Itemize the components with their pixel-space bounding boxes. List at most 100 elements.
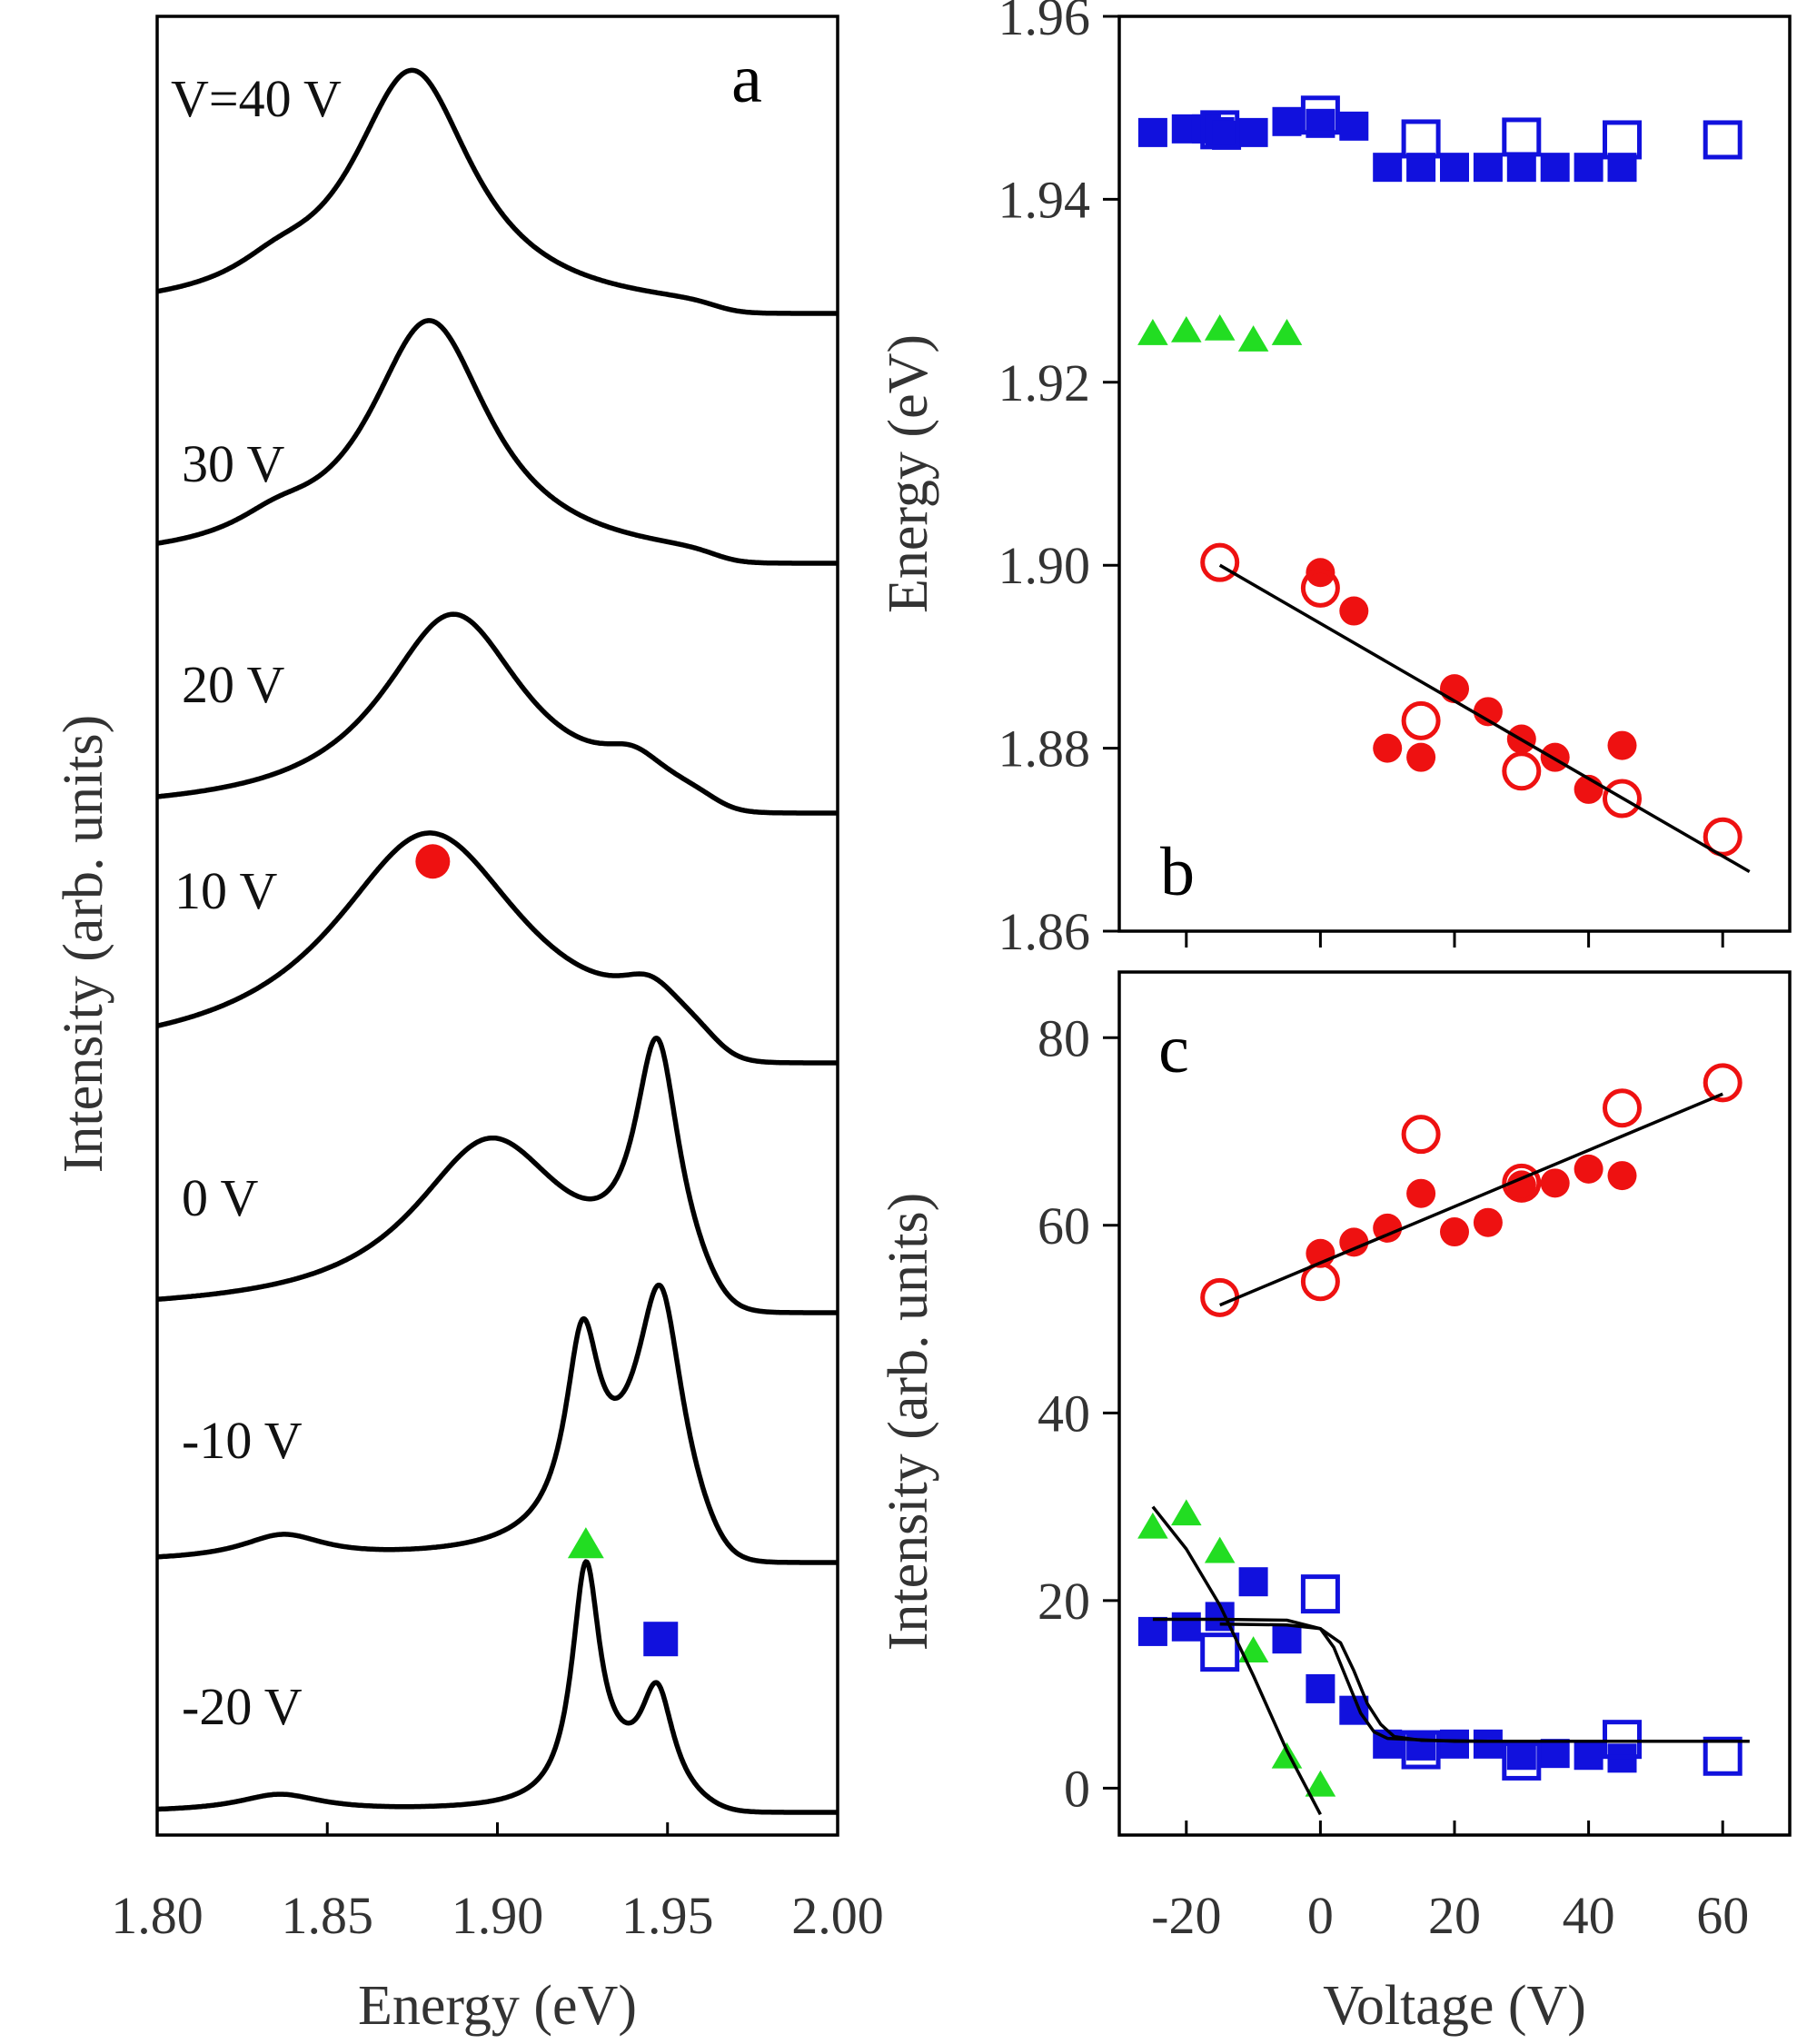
- trace-label: -10 V: [182, 1411, 303, 1470]
- panel-b-ytick-label: 1.96: [998, 0, 1091, 46]
- trace-label: V=40 V: [171, 69, 342, 128]
- panel-b-blue-filled-squares-point: [1339, 111, 1369, 141]
- panel-b-red-open-circles-point: [1703, 817, 1743, 857]
- panel-a-xtick-label: 2.00: [791, 1886, 884, 1945]
- panel-c-xlabel: Voltage (V): [1323, 1975, 1586, 2037]
- panel-c-red-filled-circles-point: [1607, 1161, 1637, 1191]
- panel-c-blue-filled-squares-point: [1171, 1612, 1201, 1642]
- panel-c-frame: [1117, 970, 1792, 1837]
- panel-b-red-open-circles-point: [1200, 542, 1240, 582]
- panel-c-red-filled-circles-point: [1406, 1178, 1436, 1208]
- panel-c-red-filled-circles-point: [1574, 1154, 1604, 1184]
- panel-c-blue-open-squares-point: [1603, 1720, 1642, 1760]
- panel-b-ytick-label: 1.92: [998, 353, 1091, 412]
- panel-b-red-filled-circles-point: [1607, 730, 1637, 760]
- panel-c-blue-open-squares-point: [1300, 1574, 1340, 1614]
- panel-b-blue-filled-squares-point: [1540, 153, 1570, 183]
- panel-c-green-triangles-point: [1171, 1499, 1202, 1526]
- trace-30-v: [155, 318, 839, 566]
- panel-b-green-triangles-point: [1171, 315, 1202, 342]
- trace-label: 0 V: [182, 1168, 258, 1227]
- panel-c-ytick-label: 80: [1038, 1008, 1090, 1067]
- panel-c-green-decay-fit-line: [1151, 1505, 1322, 1816]
- trace--20-v: [155, 1559, 839, 1815]
- panel-c-red-open-circles-point: [1502, 1163, 1542, 1203]
- panel-a-xtick-label: 1.80: [111, 1886, 204, 1945]
- panel-b-red-open-circles-point: [1603, 779, 1642, 819]
- panel-c-red-linear-fit-line: [1219, 1092, 1723, 1307]
- panel-c-xtick-label: 20: [1428, 1886, 1481, 1945]
- panel-a-xtick-label: 1.90: [452, 1886, 544, 1945]
- panel-c-sigmoid-fit-1-line: [1152, 1617, 1750, 1743]
- panel-c-blue-filled-squares-point: [1540, 1739, 1570, 1769]
- panel-c-blue-filled-squares-point: [1440, 1729, 1469, 1759]
- panel-b-red-filled-circles-point: [1339, 596, 1369, 626]
- panel-b-red-filled-circles-point: [1440, 674, 1469, 704]
- panel-b-green-triangles-point: [1271, 319, 1303, 345]
- trace-label: -20 V: [182, 1677, 303, 1736]
- panel-b-blue-open-squares-point: [1300, 95, 1340, 135]
- panel-b-blue-open-squares-point: [1401, 119, 1441, 159]
- panel-b-red-open-circles-point: [1502, 751, 1542, 791]
- peak-marker-triangle: [567, 1527, 604, 1559]
- panel-c-green-triangles-point: [1204, 1536, 1236, 1563]
- panel-c-blue-filled-squares-point: [1473, 1729, 1503, 1759]
- panel-b-red-open-circles-point: [1401, 700, 1441, 740]
- panel-c-blue-open-squares-point: [1401, 1730, 1441, 1770]
- trace-v-40-v: [155, 67, 839, 316]
- panel-c-red-filled-circles-point: [1339, 1227, 1369, 1257]
- panel-b-blue-filled-squares-point: [1272, 106, 1302, 136]
- panel-c-red-open-circles-point: [1703, 1063, 1743, 1103]
- trace-10-v: [155, 830, 839, 1066]
- panel-c-red-filled-circles-point: [1440, 1217, 1469, 1247]
- panel-b-ylabel: Energy (eV): [878, 334, 939, 613]
- panel-c-xtick-label: -20: [1151, 1886, 1221, 1945]
- panel-b-ytick-label: 1.90: [998, 536, 1091, 595]
- panel-c-ytick-label: 40: [1038, 1384, 1090, 1443]
- panel-c-green-triangles-point: [1305, 1770, 1336, 1797]
- panel-a-label: a: [731, 41, 762, 117]
- trace-20-v: [155, 611, 839, 816]
- panel-c-blue-open-squares-point: [1502, 1741, 1542, 1781]
- panel-b-red-filled-circles-point: [1473, 697, 1503, 727]
- panel-a-xlabel: Energy (eV): [358, 1975, 637, 2037]
- panel-b-blue-filled-squares-point: [1373, 153, 1403, 183]
- panel-c-green-triangles-point: [1271, 1741, 1303, 1769]
- panel-b-blue-filled-squares-point: [1473, 153, 1503, 183]
- panel-b-red-open-circles-point: [1300, 568, 1340, 608]
- panel-c-red-filled-circles-point: [1540, 1168, 1570, 1198]
- panel-b-green-triangles-point: [1237, 325, 1269, 352]
- panel-c-xtick-label: 0: [1307, 1886, 1334, 1945]
- panel-c-blue-open-squares-point: [1703, 1736, 1743, 1776]
- panel-b-ytick-label: 1.88: [998, 719, 1091, 779]
- panel-b-green-triangles-point: [1137, 319, 1168, 345]
- panel-c-blue-filled-squares-point: [1306, 1673, 1335, 1703]
- panel-a: 1.80 1.85 1.90 1.95 2.00 Energy (eV) Intensity…: [53, 15, 884, 2037]
- panel-c-xtick-label: 40: [1563, 1886, 1615, 1945]
- panel-b: 1.86 1.88 1.90 1.92 1.94 1.96 Energy (eV) b: [878, 0, 1792, 961]
- panel-c-red-filled-circles-point: [1373, 1213, 1403, 1243]
- panel-c-red-open-circles-point: [1603, 1088, 1642, 1128]
- panel-b-ytick-label: 1.86: [998, 902, 1091, 961]
- panel-c: -20 0 20 40 60 0 20 40 60 80 Voltage (V) Intensity …: [878, 970, 1792, 2037]
- panel-c-blue-filled-squares-point: [1238, 1567, 1268, 1597]
- panel-c-green-triangles-point: [1237, 1636, 1269, 1662]
- panel-b-linear-fit-line: [1218, 563, 1751, 874]
- panel-c-green-triangles-point: [1137, 1512, 1168, 1539]
- peak-marker-circle: [415, 844, 451, 879]
- trace-label: 30 V: [182, 434, 284, 493]
- panel-a-xtick-label: 1.95: [621, 1886, 714, 1945]
- panel-a-ylabel: Intensity (arb. units): [53, 715, 114, 1174]
- panel-c-sigmoid-fit-2-line: [1219, 1622, 1750, 1743]
- panel-b-green-triangles-point: [1204, 313, 1236, 341]
- panel-b-blue-open-squares-point: [1200, 110, 1240, 150]
- panel-c-blue-filled-squares-point: [1574, 1741, 1604, 1771]
- panel-a-frame: [155, 15, 839, 1837]
- peak-marker-square: [643, 1622, 679, 1657]
- panel-b-blue-filled-squares-point: [1440, 153, 1469, 183]
- trace-label: 10 V: [174, 861, 277, 920]
- panel-c-blue-filled-squares-point: [1137, 1616, 1167, 1646]
- panel-b-blue-open-squares-point: [1703, 120, 1743, 160]
- panel-c-ytick-label: 20: [1038, 1572, 1090, 1631]
